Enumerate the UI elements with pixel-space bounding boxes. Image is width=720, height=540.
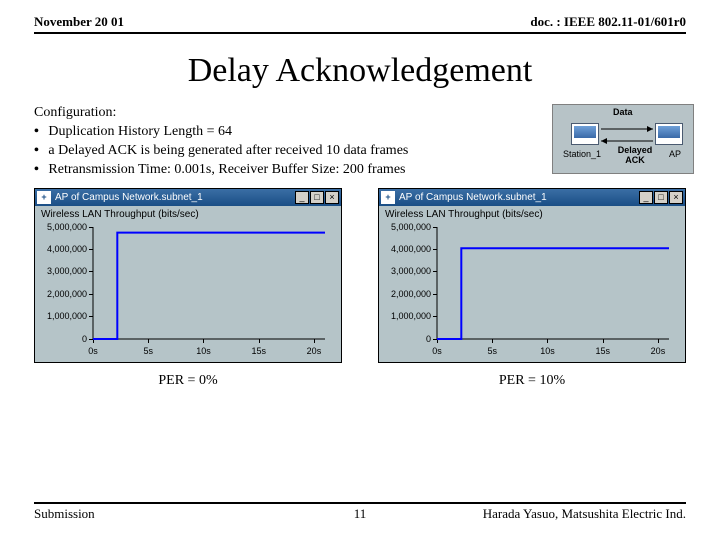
chart-plot [379,189,677,347]
slide-footer: Submission 11 Harada Yasuo, Matsushita E… [34,502,686,522]
x-tick-label: 0s [432,346,442,356]
chart-caption-left: PER = 0% [34,373,342,389]
diagram-node-right: AP [669,149,681,159]
x-tick-label: 15s [595,346,610,356]
x-tick-label: 10s [196,346,211,356]
slide-header: November 20 01 doc. : IEEE 802.11-01/601… [34,14,686,34]
network-diagram: Data Delayed ACK Station_1 AP [552,104,694,174]
chart-plot [35,189,333,347]
diagram-label-ack: Delayed ACK [613,145,657,165]
x-tick-label: 5s [143,346,153,356]
header-doc: doc. : IEEE 802.11-01/601r0 [530,14,686,30]
configuration-block: Configuration: Duplication History Lengt… [34,104,546,180]
footer-left: Submission [34,506,95,522]
footer-right: Harada Yasuo, Matsushita Electric Ind. [483,506,686,522]
x-tick-label: 20s [651,346,666,356]
diagram-label-data: Data [613,107,633,117]
chart-window-left: +AP of Campus Network.subnet_1_□×Wireles… [34,188,342,363]
config-item: Duplication History Length = 64 [34,123,546,142]
config-item: a Delayed ACK is being generated after r… [34,142,546,161]
x-tick-label: 15s [251,346,266,356]
header-date: November 20 01 [34,14,124,30]
footer-page: 11 [354,506,367,522]
x-tick-label: 10s [540,346,555,356]
x-tick-label: 0s [88,346,98,356]
chart-caption-right: PER = 10% [378,373,686,389]
diagram-node-left: Station_1 [563,149,601,159]
x-tick-label: 5s [487,346,497,356]
x-tick-label: 20s [307,346,322,356]
chart-window-right: +AP of Campus Network.subnet_1_□×Wireles… [378,188,686,363]
config-heading: Configuration: [34,104,546,123]
config-item: Retransmission Time: 0.001s, Receiver Bu… [34,161,546,180]
slide-title: Delay Acknowledgement [34,52,686,90]
